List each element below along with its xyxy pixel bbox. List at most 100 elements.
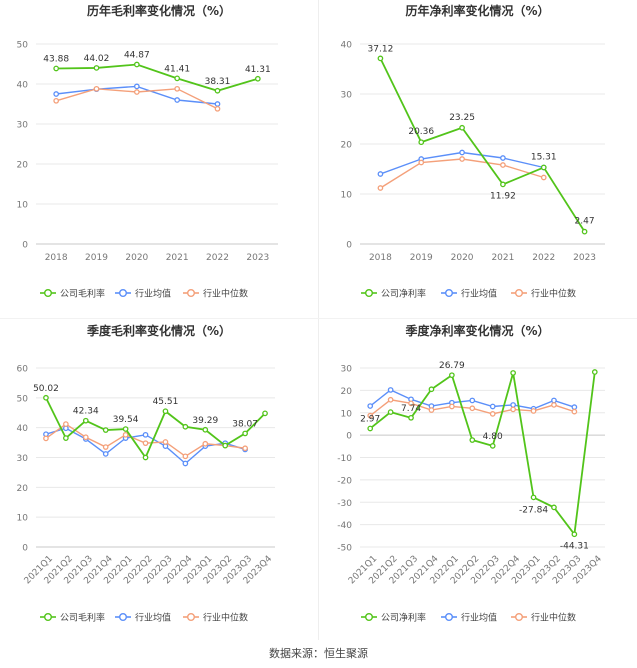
chart-title: 历年毛利率变化情况（%） — [87, 3, 231, 18]
data-point-industry_median — [142, 440, 149, 447]
data-point-industry_median — [133, 89, 140, 95]
series-line-company — [379, 58, 586, 233]
data-point-industry_avg — [571, 404, 578, 411]
data-point-company — [489, 443, 496, 449]
data-point-company — [82, 417, 89, 424]
legend-item-industry_avg[interactable]: 行业均值 — [441, 612, 497, 624]
data-point-company — [142, 454, 149, 461]
data-point-industry_median — [63, 421, 69, 427]
legend-label: 行业均值 — [135, 612, 171, 624]
legend-item-company[interactable]: 公司净利率 — [361, 612, 426, 624]
chart-svg: 季度净利率变化情况（%）-50-40-30-20-1001020302021Q1… — [337, 323, 605, 624]
data-label: 45.51 — [153, 397, 179, 407]
y-tick-label: 10 — [17, 514, 29, 524]
data-point-company — [182, 423, 189, 430]
legend-label: 行业中位数 — [203, 612, 248, 624]
data-label: -44.31 — [560, 541, 589, 551]
data-label: 37.12 — [368, 44, 394, 54]
data-source-note: 数据来源：恒生聚源 — [269, 647, 368, 660]
y-tick-label: 20 — [17, 161, 29, 171]
y-tick-label: 50 — [17, 394, 29, 404]
data-point-industry_avg — [133, 83, 140, 90]
data-point-industry_median — [162, 439, 169, 445]
data-point-industry_avg — [459, 149, 465, 156]
x-tick-label: 2018 — [45, 253, 68, 263]
legend-item-company[interactable]: 公司毛利率 — [40, 612, 105, 624]
data-label: 2.97 — [360, 414, 380, 424]
data-point-industry_median — [510, 406, 516, 413]
data-point-company — [93, 65, 100, 71]
chart-svg: 历年净利率变化情况（%） 0 10 20 30 40 2018 2019 2020 2021 202… — [341, 3, 605, 300]
legend-item-industry_median[interactable]: 行业中位数 — [183, 288, 248, 300]
data-label: 41.41 — [164, 64, 190, 74]
legend-item-industry_median[interactable]: 行业中位数 — [511, 612, 576, 624]
legend-label: 公司净利率 — [381, 612, 426, 624]
data-point-company — [43, 394, 49, 401]
data-point-industry_avg — [174, 97, 181, 103]
y-tick-label: 10 — [341, 409, 353, 419]
data-point-industry_median — [540, 174, 547, 181]
series-line-company — [45, 397, 266, 460]
y-tick-label: 30 — [341, 91, 353, 101]
annual-gross-margin-chart: 历年毛利率变化情况（%） 0 10 20 30 40 50 2018 2019 2020 2021 2… — [0, 0, 318, 318]
x-tick-label: 2022 — [532, 253, 555, 263]
data-point-industry_median — [449, 403, 455, 410]
chart-title: 历年净利率变化情况（%） — [405, 3, 549, 18]
y-tick-label: -40 — [337, 521, 352, 531]
data-point-industry_median — [174, 85, 181, 92]
data-point-company — [500, 181, 506, 188]
y-tick-label: -50 — [337, 544, 352, 554]
legend-item-industry_avg[interactable]: 行业均值 — [115, 612, 171, 624]
data-point-industry_median — [428, 407, 435, 413]
chart-svg: 季度毛利率变化情况（%）01020304050602021Q12021Q2202… — [17, 323, 275, 624]
vertical-divider — [318, 0, 319, 640]
legend-item-industry_median[interactable]: 行业中位数 — [511, 288, 576, 300]
data-point-industry_median — [408, 400, 414, 407]
legend-item-industry_median[interactable]: 行业中位数 — [183, 612, 248, 624]
data-label: 44.87 — [124, 51, 150, 61]
data-point-industry_median — [182, 453, 189, 460]
chart-title: 季度毛利率变化情况（%） — [86, 323, 231, 338]
legend-item-company[interactable]: 公司毛利率 — [40, 288, 105, 300]
y-tick-label: 20 — [341, 387, 353, 397]
data-point-company — [174, 75, 181, 82]
y-tick-label: 30 — [341, 365, 353, 375]
y-tick-label: 50 — [17, 41, 29, 51]
data-point-industry_avg — [551, 397, 557, 404]
data-point-industry_avg — [500, 155, 506, 161]
y-tick-label: 40 — [17, 424, 29, 434]
y-tick-label: 30 — [17, 121, 29, 131]
y-tick-label: 40 — [17, 81, 29, 91]
data-point-company — [540, 164, 547, 171]
legend-item-industry_avg[interactable]: 行业均值 — [115, 288, 171, 300]
legend-item-company[interactable]: 公司净利率 — [361, 288, 426, 300]
data-point-industry_avg — [387, 387, 394, 393]
data-point-industry_median — [377, 185, 384, 191]
data-point-company — [428, 386, 435, 393]
data-point-industry_avg — [469, 397, 476, 404]
horizontal-divider — [0, 318, 637, 319]
data-point-company — [242, 430, 248, 437]
data-point-company — [459, 124, 465, 131]
x-tick-label: 2020 — [125, 253, 148, 263]
y-tick-label: -30 — [337, 499, 352, 509]
data-label: -27.84 — [519, 505, 548, 515]
data-label: 43.88 — [43, 54, 69, 64]
data-point-company — [254, 75, 261, 82]
x-tick-label: 2023 — [573, 253, 596, 263]
data-point-company — [262, 410, 268, 417]
data-label: 15.31 — [531, 152, 557, 162]
x-tick-label: 2023 — [246, 253, 269, 263]
data-point-industry_median — [82, 434, 89, 441]
x-tick-label: 2019 — [410, 253, 433, 263]
data-label: 2.47 — [575, 217, 595, 227]
y-tick-label: 0 — [346, 432, 352, 442]
data-label: 11.92 — [490, 191, 516, 201]
data-point-industry_median — [53, 97, 60, 104]
data-point-company — [133, 61, 140, 68]
data-point-company — [510, 370, 516, 376]
data-label: 38.07 — [232, 419, 258, 429]
data-label: 26.79 — [439, 361, 465, 371]
data-point-industry_median — [367, 412, 374, 419]
legend-item-industry_avg[interactable]: 行业均值 — [441, 288, 497, 300]
